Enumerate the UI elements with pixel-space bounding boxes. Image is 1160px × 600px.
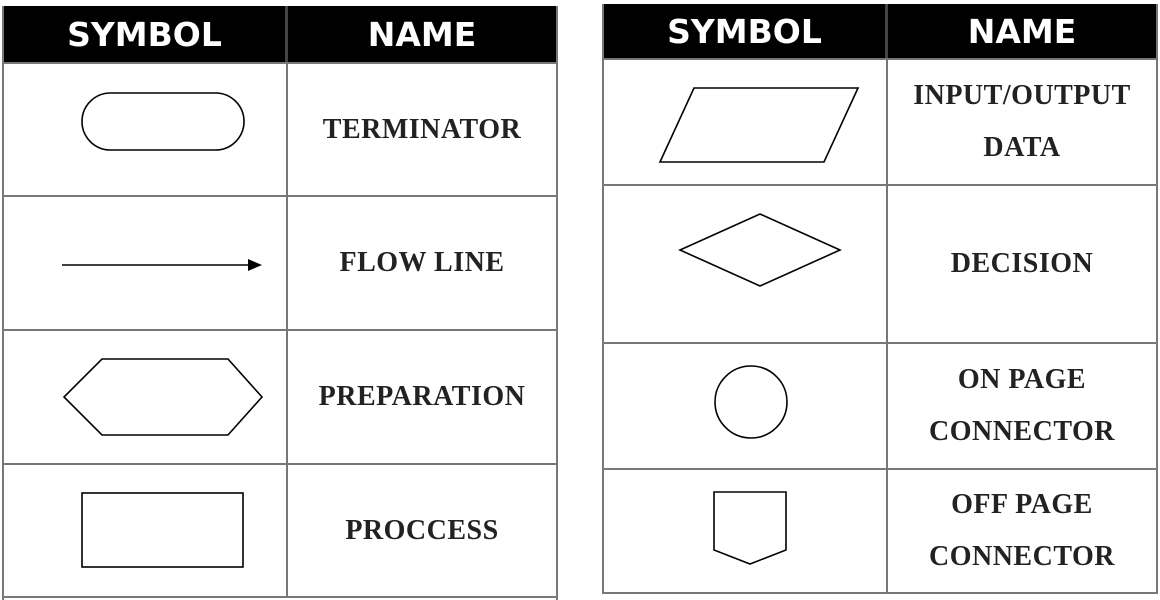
on-page-connector-symbol xyxy=(714,365,788,439)
table-header: SYMBOL NAME xyxy=(4,6,556,62)
table-row: PREPARATION xyxy=(4,329,556,463)
symbol-name: OFF PAGE CONNECTOR xyxy=(928,489,1115,572)
symbol-name: PREPARATION xyxy=(318,381,526,412)
symbol-cell xyxy=(604,470,888,592)
symbol-cell xyxy=(604,186,888,342)
input-output-symbol xyxy=(658,87,860,163)
symbol-name: ON PAGE CONNECTOR xyxy=(928,364,1115,447)
table-row: DECISION xyxy=(604,184,1156,342)
table-row: INPUT/OUTPUT DATA xyxy=(604,58,1156,184)
symbol-cell xyxy=(4,64,288,195)
symbol-name: INPUT/OUTPUT DATA xyxy=(913,80,1131,163)
symbol-column-header: SYMBOL xyxy=(4,6,288,62)
symbol-cell xyxy=(4,331,288,463)
process-symbol xyxy=(81,492,244,568)
table-row: PROCCESS xyxy=(4,463,556,598)
terminator-symbol xyxy=(81,92,245,151)
flow-line-symbol xyxy=(62,259,262,271)
decision-symbol xyxy=(678,213,842,287)
name-column-header: NAME xyxy=(367,14,477,54)
symbol-cell xyxy=(604,60,888,184)
table-row: FLOW LINE xyxy=(4,195,556,329)
symbol-name: PROCCESS xyxy=(345,514,499,546)
symbol-name: TERMINATOR xyxy=(322,113,522,145)
table-row: TERMINATOR xyxy=(4,62,556,195)
table-row: OFF PAGE CONNECTOR xyxy=(604,468,1156,592)
table-row: ON PAGE CONNECTOR xyxy=(604,342,1156,468)
table-header: SYMBOL NAME xyxy=(604,4,1156,58)
symbol-cell xyxy=(604,344,888,468)
name-column-header: NAME xyxy=(967,11,1077,51)
symbol-table-right: SYMBOL NAME INPUT/OUTPUT DATA DECISION O… xyxy=(602,4,1158,594)
preparation-symbol xyxy=(62,358,264,436)
symbol-cell xyxy=(4,197,288,329)
off-page-connector-symbol xyxy=(713,491,787,565)
symbol-name: FLOW LINE xyxy=(339,247,505,278)
symbol-table-left: SYMBOL NAME TERMINATOR FLOW LINE PREPARA… xyxy=(2,6,558,600)
symbol-name: DECISION xyxy=(950,248,1094,279)
symbol-column-header: SYMBOL xyxy=(604,4,888,58)
symbol-cell xyxy=(4,465,288,596)
